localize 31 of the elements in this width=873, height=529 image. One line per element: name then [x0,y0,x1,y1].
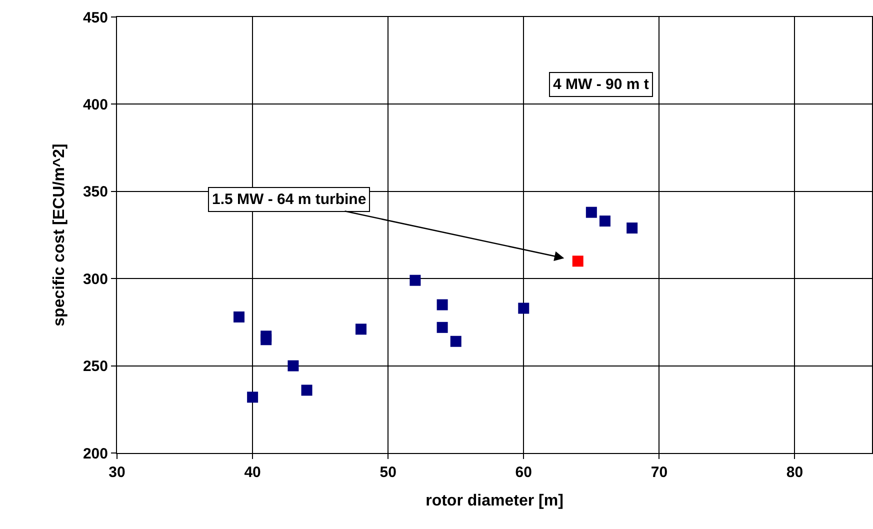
x-tick-label: 60 [515,464,532,481]
point [301,384,312,396]
y-tick-label: 350 [82,184,108,201]
point [260,334,272,346]
point [586,206,597,218]
y-tick-label: 250 [82,358,108,376]
point [436,299,448,310]
x-tick-label: 50 [380,464,396,481]
point [450,336,462,347]
y-tick-label: 450 [82,9,108,26]
x-tick-label: 80 [786,464,804,481]
x-tick-label: 40 [244,464,261,481]
x-tick-label: 30 [108,464,126,481]
x-axis-title: rotor diameter [m] [426,492,564,510]
annotation: 1.5 MW - 64 m turbine [212,191,366,208]
x-tick-label: 70 [650,464,668,481]
point [626,222,638,234]
y-tick-label: 300 [82,270,108,288]
point [518,302,530,314]
y-tick-label: 200 [82,445,108,462]
point [572,256,584,267]
point [288,360,299,372]
point [436,322,448,333]
point [247,392,258,403]
y-tick-label: 400 [82,96,108,114]
point [355,324,366,335]
y-axis-title: specific cost [ECU/m^2] [50,144,68,326]
point [410,274,421,286]
point [233,311,244,322]
annotation: 4 MW - 90 m t [553,76,649,93]
point [599,216,610,227]
